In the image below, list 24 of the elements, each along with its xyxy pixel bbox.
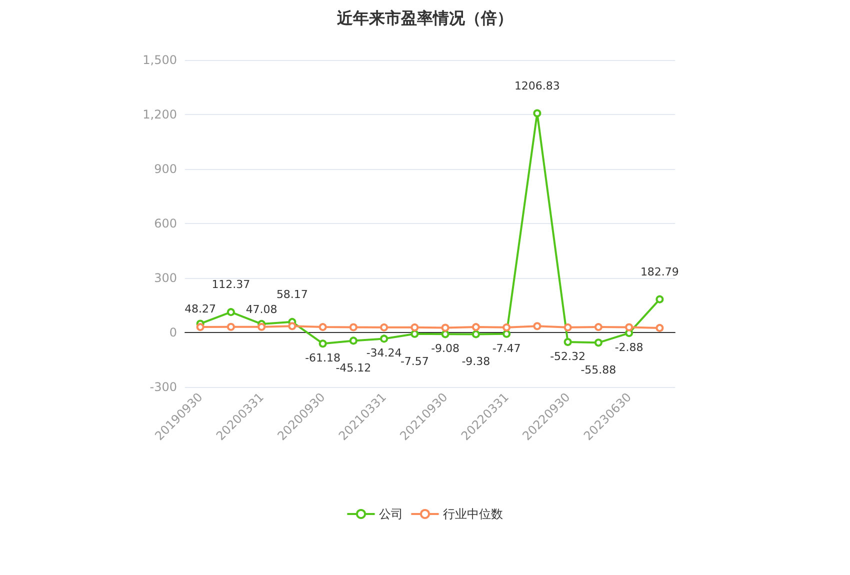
y-tick-label: 1,200 bbox=[142, 108, 177, 122]
data-label: 112.37 bbox=[212, 278, 250, 292]
chart-title: 近年来市盈率情况（倍） bbox=[336, 8, 513, 28]
data-label: -9.08 bbox=[431, 342, 460, 356]
data-label: 1206.83 bbox=[514, 79, 560, 92]
data-label: -2.88 bbox=[614, 341, 644, 354]
y-tick-label: 900 bbox=[154, 162, 177, 176]
y-tick-label: 300 bbox=[154, 271, 177, 285]
legend-label: 公司 bbox=[379, 507, 403, 521]
legend-label: 行业中位数 bbox=[443, 507, 503, 521]
data-label: -7.47 bbox=[492, 342, 521, 355]
data-label: -55.88 bbox=[580, 364, 616, 377]
data-label: -9.38 bbox=[462, 355, 490, 368]
data-label: -34.24 bbox=[366, 346, 402, 360]
data-label: 58.17 bbox=[276, 288, 308, 301]
data-label: 48.27 bbox=[184, 302, 216, 316]
data-label: 182.79 bbox=[640, 265, 679, 278]
data-label: -7.57 bbox=[400, 354, 429, 368]
y-tick-label: 0 bbox=[169, 326, 177, 340]
data-label: 47.08 bbox=[246, 302, 278, 316]
y-tick-label: 1,500 bbox=[142, 53, 177, 67]
y-tick-label: -300 bbox=[150, 380, 177, 394]
y-tick-label: 600 bbox=[154, 216, 177, 230]
data-label: -52.32 bbox=[550, 350, 586, 364]
